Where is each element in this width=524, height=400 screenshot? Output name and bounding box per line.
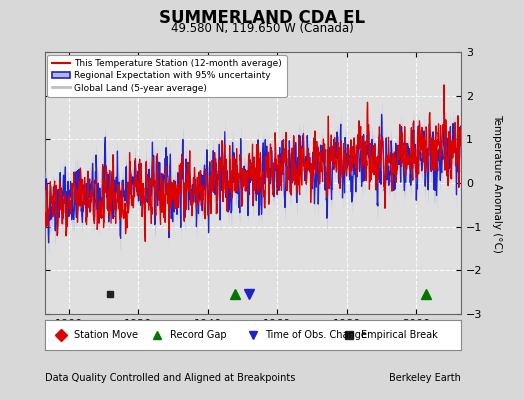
Text: SUMMERLAND CDA EL: SUMMERLAND CDA EL xyxy=(159,9,365,27)
Text: Empirical Break: Empirical Break xyxy=(361,330,438,340)
Text: Berkeley Earth: Berkeley Earth xyxy=(389,373,461,383)
Text: Station Move: Station Move xyxy=(74,330,138,340)
Text: 49.580 N, 119.650 W (Canada): 49.580 N, 119.650 W (Canada) xyxy=(171,22,353,35)
Text: Data Quality Controlled and Aligned at Breakpoints: Data Quality Controlled and Aligned at B… xyxy=(45,373,295,383)
Text: Time of Obs. Change: Time of Obs. Change xyxy=(265,330,367,340)
Legend: This Temperature Station (12-month average), Regional Expectation with 95% uncer: This Temperature Station (12-month avera… xyxy=(47,55,287,97)
Y-axis label: Temperature Anomaly (°C): Temperature Anomaly (°C) xyxy=(492,114,502,252)
Text: Record Gap: Record Gap xyxy=(170,330,226,340)
